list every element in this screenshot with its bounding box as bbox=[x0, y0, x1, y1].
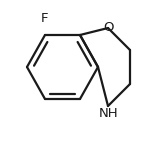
Text: O: O bbox=[104, 21, 114, 33]
Text: F: F bbox=[41, 12, 49, 25]
Text: NH: NH bbox=[99, 107, 119, 119]
